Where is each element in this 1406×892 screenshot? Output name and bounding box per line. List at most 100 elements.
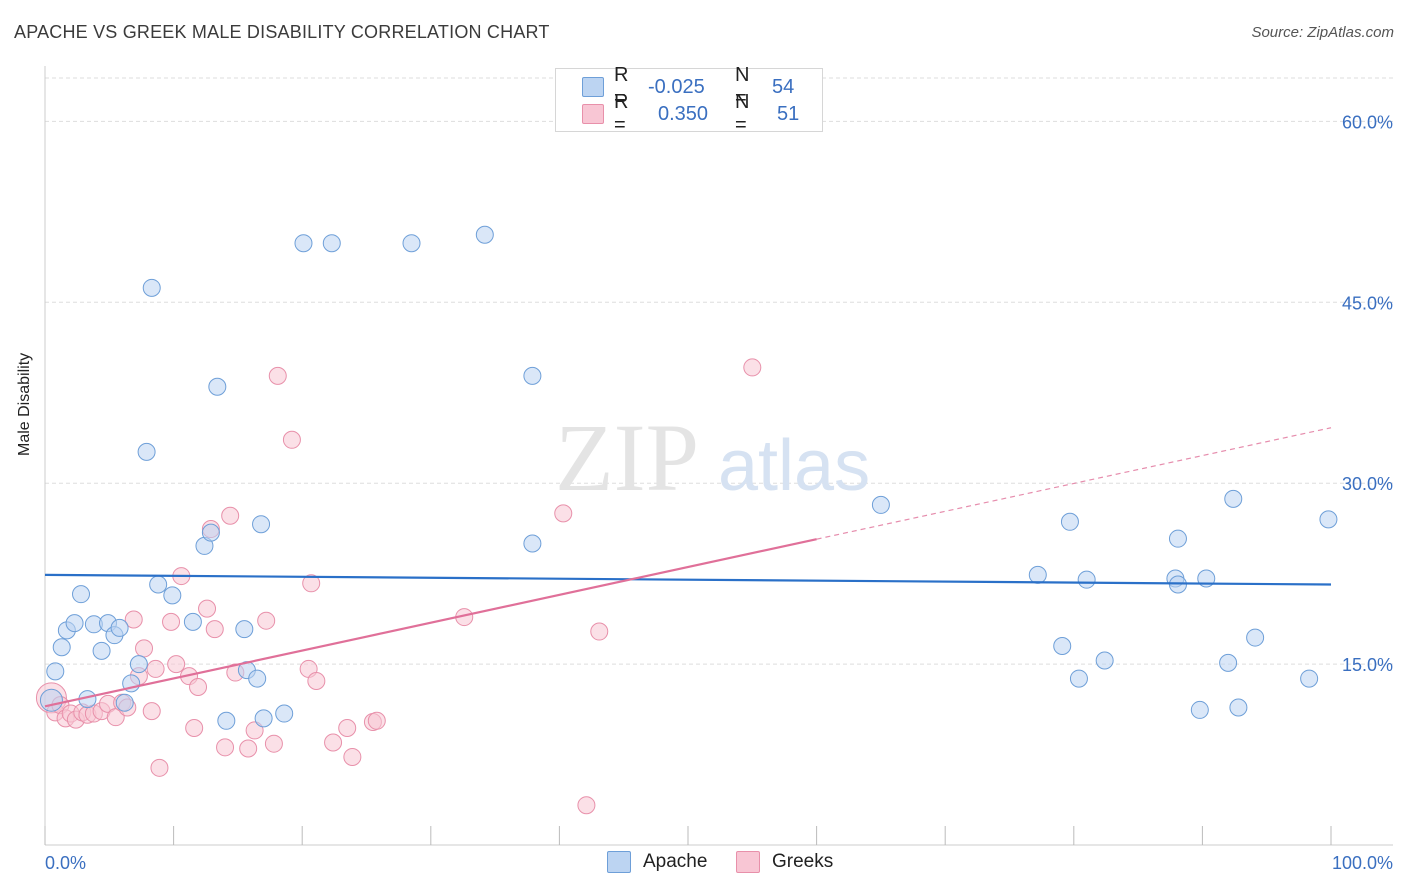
apache-point [217, 711, 236, 730]
greeks-point [189, 678, 208, 697]
x-tick-label-max: 100.0% [1332, 853, 1393, 873]
apache-point [235, 620, 254, 639]
greeks-point [135, 639, 154, 658]
apache-point [1190, 700, 1209, 719]
greeks-point [167, 655, 186, 674]
greeks-point [146, 659, 165, 678]
apache-point [523, 366, 542, 385]
apache-trendline [44, 573, 1332, 586]
apache-point [1095, 651, 1114, 670]
apache-point [475, 225, 494, 244]
apache-point [1060, 512, 1079, 531]
apache-r-label: R = [614, 64, 629, 109]
apache-point [163, 586, 182, 605]
greeks-point [268, 366, 287, 385]
greeks-point [198, 599, 217, 618]
greeks-point [307, 671, 326, 690]
watermark-zip: ZIP [555, 404, 699, 511]
y-tick-label: 45.0% [1342, 293, 1393, 313]
greeks-point [343, 747, 362, 766]
apache-n-value: 54 [772, 75, 795, 98]
watermark: ZIP atlas [555, 404, 870, 511]
apache-point [252, 515, 271, 534]
apache-n-label: N = [735, 64, 750, 109]
apache-point [402, 234, 421, 253]
apache-point [254, 709, 273, 728]
apache-point [142, 278, 161, 297]
greeks-point [554, 504, 573, 523]
y-tick-label: 30.0% [1342, 474, 1393, 494]
apache-point [1319, 510, 1338, 529]
trend-layer [44, 427, 1332, 708]
axes-layer [44, 66, 1393, 846]
apache-point [46, 662, 65, 681]
apache-point [1219, 653, 1238, 672]
apache-point [871, 495, 890, 514]
greeks-point [221, 506, 240, 525]
greeks-point [185, 719, 204, 738]
apache-point [322, 234, 341, 253]
legend-apache-swatch [607, 851, 631, 873]
greeks-swatch [582, 104, 604, 124]
greeks-point [150, 758, 169, 777]
greeks-r-label: R = [614, 91, 629, 136]
greeks-trendline [44, 538, 817, 708]
greeks-point [205, 620, 224, 639]
greeks-point [282, 430, 301, 449]
apache-point [1168, 575, 1187, 594]
y-axis-label: Male Disability [16, 352, 33, 456]
apache-swatch [582, 77, 604, 97]
greeks-point [124, 610, 143, 629]
apache-point [1229, 698, 1248, 717]
greeks-point [338, 719, 357, 738]
points-layer [35, 225, 1338, 815]
greeks-point [743, 358, 762, 377]
greeks-point [257, 611, 276, 630]
greeks-point [264, 734, 283, 753]
apache-point [129, 655, 148, 674]
tick-label-layer: 15.0% 30.0% 45.0% 60.0% 0.0% 100.0% [45, 112, 1393, 873]
apache-point [208, 377, 227, 396]
apache-point [1224, 489, 1243, 508]
apache-point [1300, 669, 1319, 688]
greeks-point [324, 733, 343, 752]
apache-point [1069, 669, 1088, 688]
apache-point [137, 442, 156, 461]
greeks-point [245, 721, 264, 740]
greeks-point [162, 612, 181, 631]
apache-r-value: -0.025 [648, 75, 705, 98]
legend-item-greeks: Greeks [736, 851, 833, 873]
greeks-point [367, 711, 386, 730]
apache-point [1053, 637, 1072, 656]
apache-point [1028, 565, 1047, 584]
greeks-point [302, 574, 321, 593]
apache-point [275, 704, 294, 723]
legend-greeks-label: Greeks [772, 851, 834, 872]
apache-point [52, 638, 71, 657]
apache-point [72, 585, 91, 604]
greeks-n-label: N = [735, 91, 750, 136]
apache-point [523, 534, 542, 553]
greeks-point [239, 739, 258, 758]
greeks-point [577, 796, 596, 815]
y-tick-label: 60.0% [1342, 112, 1393, 132]
greeks-point [216, 738, 235, 757]
apache-point [110, 618, 129, 637]
apache-point [92, 641, 111, 660]
apache-point [149, 575, 168, 594]
apache-point [1077, 570, 1096, 589]
stats-legend: R = -0.025 N = 54 R = 0.350 N = 51 [555, 64, 823, 136]
apache-point [248, 669, 267, 688]
legend-greeks-swatch [736, 851, 760, 873]
greeks-r-value: 0.350 [658, 102, 709, 125]
apache-point [294, 234, 313, 253]
chart-title: APACHE VS GREEK MALE DISABILITY CORRELAT… [14, 22, 550, 42]
greeks-point [590, 622, 609, 641]
greeks-n-value: 51 [777, 102, 800, 125]
watermark-atlas: atlas [718, 426, 870, 506]
apache-point [201, 523, 220, 542]
greeks-trendline-extension [816, 427, 1332, 540]
apache-point [183, 612, 202, 631]
x-tick-label-min: 0.0% [45, 853, 86, 873]
